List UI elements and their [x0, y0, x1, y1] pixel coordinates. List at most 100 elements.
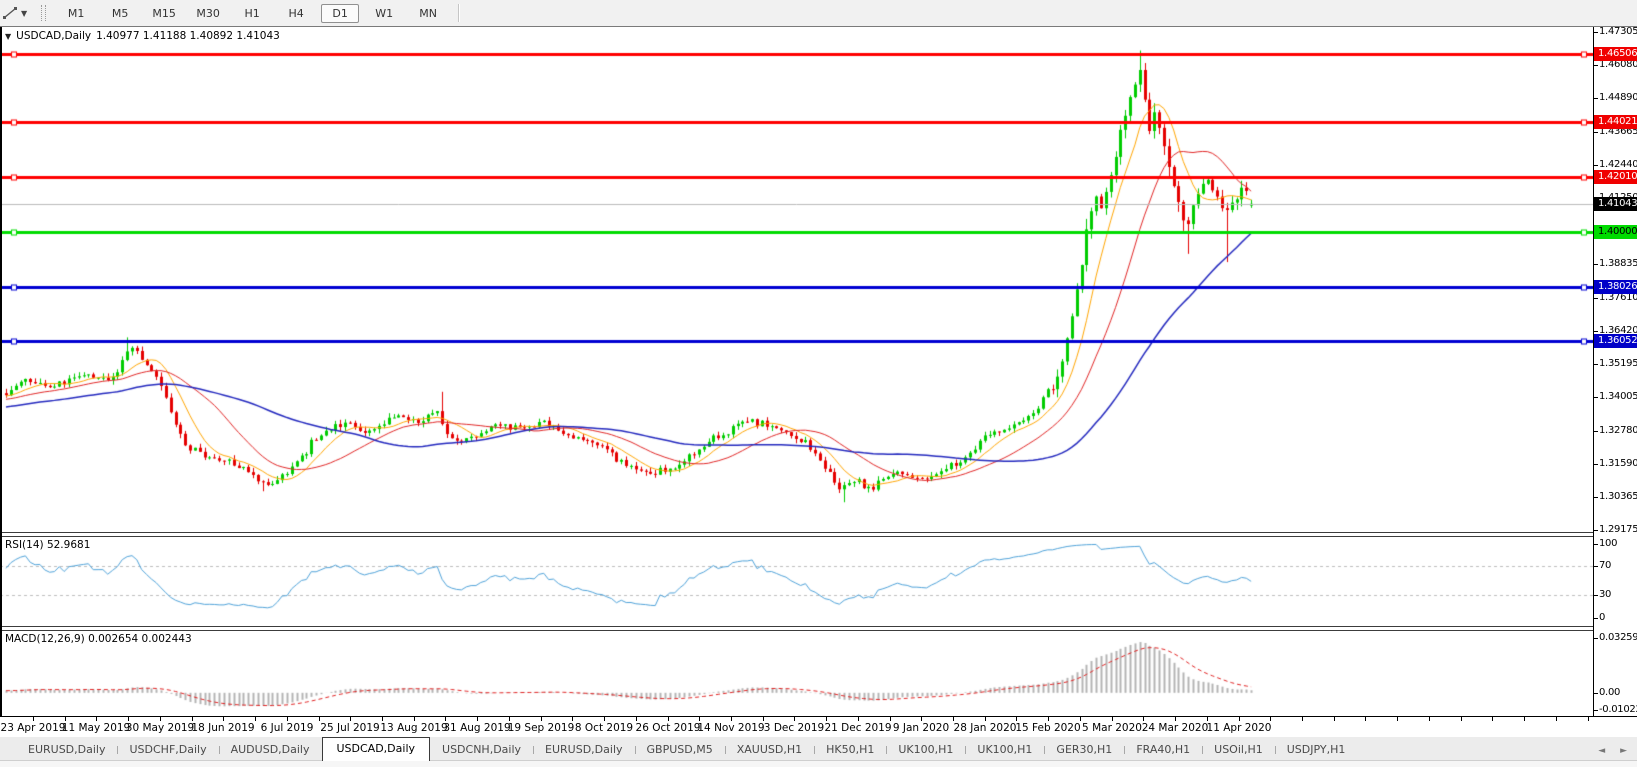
timeframe-button-m1[interactable]: M1	[67, 6, 85, 20]
top-toolbar: ▼ M1 M5 M15 M30 H1 H4 D1 W1 MN	[0, 0, 1637, 27]
macd-indicator-label: MACD(12,26,9) 0.002654 0.002443	[5, 633, 192, 645]
timeframe-button-w1[interactable]: W1	[375, 6, 394, 20]
collapse-arrow-icon[interactable]: ▼	[5, 31, 12, 41]
hline-price-badge[interactable]: 1.46506	[1594, 47, 1637, 61]
date-tick	[699, 717, 700, 721]
macd-tick-label: 0.032595	[1599, 632, 1637, 643]
date-label: 18 Jun 2019	[191, 722, 255, 734]
chart-tab-eurusd-daily[interactable]: EURUSD,Daily	[533, 739, 634, 761]
date-tick	[1461, 717, 1462, 721]
chart-tab-uk100-h1[interactable]: UK100,H1	[965, 739, 1044, 761]
chart-tab-eurusd-daily[interactable]: EURUSD,Daily	[28, 743, 106, 756]
date-axis[interactable]: 23 Apr 2019 11 May 2019 30 May 2019 18 Jun …	[0, 716, 1637, 737]
scroll-right-icon[interactable]: ►	[1620, 746, 1627, 756]
date-label: 9 Jan 2020	[892, 722, 950, 734]
line-studies-icon	[3, 7, 17, 19]
date-tick	[985, 717, 986, 721]
date-label: 30 May 2019	[125, 722, 195, 734]
date-label: 6 Jul 2019	[260, 722, 314, 734]
price-tick-label: 1.42440	[1599, 159, 1637, 170]
price-tick-label: 1.43665	[1599, 126, 1637, 137]
date-tick	[921, 717, 922, 721]
date-label: 3 Dec 2019	[763, 722, 825, 734]
hline-price-badge[interactable]: 1.44021	[1594, 115, 1637, 129]
chart-tab-fra40-h1[interactable]: FRA40,H1	[1124, 739, 1202, 761]
date-label: 5 Mar 2020	[1082, 722, 1142, 734]
timeframe-button-m5[interactable]: M5	[111, 6, 129, 20]
timeframe-button-h1[interactable]: H1	[244, 6, 260, 20]
date-tick	[223, 717, 224, 721]
chart-tab-usoil-h1[interactable]: USOil,H1	[1202, 739, 1275, 761]
date-tick	[509, 717, 510, 721]
timeframe-button-d1[interactable]: D1	[321, 3, 360, 23]
chart-tab-uk100-h1[interactable]: UK100,H1	[886, 739, 965, 761]
axis-tick	[1594, 566, 1598, 567]
chart-tab-usdchf-daily[interactable]: USDCHF,Daily	[117, 739, 218, 761]
date-tick	[1334, 717, 1335, 721]
chart-tab-audusd-daily[interactable]: AUDUSD,Daily	[218, 739, 322, 761]
date-label: 19 Sep 2019	[507, 722, 575, 734]
macd-pane[interactable]	[0, 631, 1593, 716]
pane-splitter[interactable]	[0, 532, 1637, 537]
price-tick-label: 1.36420	[1599, 325, 1637, 336]
toolbar-divider	[458, 4, 461, 22]
pane-splitter[interactable]	[0, 626, 1637, 631]
chart-tab-usdcad-daily[interactable]: USDCAD,Daily	[321, 737, 431, 761]
hline-price-badge[interactable]: 1.40000	[1594, 225, 1637, 239]
price-tick-label: 1.32780	[1599, 425, 1637, 436]
date-tick	[65, 717, 66, 721]
rsi-tick-label: 70	[1599, 560, 1612, 571]
axis-tick	[1594, 165, 1598, 166]
date-label: 13 Aug 2019	[380, 722, 448, 734]
chart-window: ▼ USDCAD,Daily 1.40977 1.41188 1.40892 1…	[0, 26, 1637, 737]
toolbar-grip-handle[interactable]	[41, 5, 47, 21]
chart-tab-usdcnh-daily[interactable]: USDCNH,Daily	[442, 743, 522, 756]
axis-tick	[1594, 595, 1598, 596]
chart-tab-hk50-h1[interactable]: HK50,H1	[814, 739, 886, 761]
date-label: 11 Apr 2020	[1206, 722, 1272, 734]
timeframe-button-mn[interactable]: MN	[419, 6, 438, 20]
timeframe-button-h4[interactable]: H4	[288, 6, 304, 20]
axis-tick	[1594, 618, 1598, 619]
tab-bar-strip	[0, 760, 1637, 767]
timeframe-button-m30[interactable]: M30	[196, 6, 220, 20]
rsi-indicator-label: RSI(14) 52.9681	[5, 539, 91, 551]
chart-tabs: EURUSD,Daily USDCHF,Daily AUDUSD,Daily USDC…	[0, 737, 1637, 761]
hline-price-badge[interactable]: 1.36052	[1594, 334, 1637, 348]
price-tick-label: 1.29175	[1599, 524, 1637, 535]
date-tick	[1524, 717, 1525, 721]
axis-tick	[1594, 331, 1598, 332]
chart-symbol: USDCAD,Daily	[16, 30, 92, 42]
price-tick-label: 1.34005	[1599, 391, 1637, 402]
current-price-badge[interactable]: 1.41043	[1594, 197, 1637, 211]
axis-tick	[1594, 132, 1598, 133]
date-label: 28 Jan 2020	[953, 722, 1017, 734]
hline-price-badge[interactable]: 1.42010	[1594, 170, 1637, 184]
price-tick-label: 1.38835	[1599, 258, 1637, 269]
line-studies-tool[interactable]: ▼	[0, 6, 31, 20]
timeframe-button-m15[interactable]: M15	[152, 6, 176, 20]
hline-price-badge[interactable]: 1.38026	[1594, 280, 1637, 294]
chart-tab-usdjpy-h1[interactable]: USDJPY,H1	[1274, 739, 1358, 761]
scroll-left-icon[interactable]: ◄	[1598, 746, 1606, 756]
date-label: 21 Dec 2019	[824, 722, 892, 734]
date-tick	[794, 717, 795, 721]
date-tick	[604, 717, 605, 721]
price-tick-label: 1.35195	[1599, 358, 1637, 369]
date-tick	[668, 717, 669, 721]
price-axis[interactable]: 1.473051.460801.448901.436651.424401.412…	[1593, 26, 1637, 716]
price-tick-label: 1.37610	[1599, 292, 1637, 303]
price-tick-label: 1.46080	[1599, 59, 1637, 70]
date-tick	[1492, 717, 1493, 721]
candlestick-pane[interactable]	[0, 27, 1593, 532]
chart-tab-ger30-h1[interactable]: GER30,H1	[1044, 739, 1124, 761]
axis-tick	[1594, 364, 1598, 365]
chart-tab-gbpusd-m5[interactable]: GBPUSD,M5	[634, 739, 725, 761]
price-tick-label: 1.47305	[1599, 26, 1637, 37]
axis-tick	[1594, 710, 1598, 711]
date-label: 31 Aug 2019	[443, 722, 511, 734]
chart-tab-xauusd-h1[interactable]: XAUUSD,H1	[724, 739, 814, 761]
rsi-pane[interactable]	[0, 537, 1593, 626]
date-tick	[1080, 717, 1081, 721]
date-tick	[1397, 717, 1398, 721]
